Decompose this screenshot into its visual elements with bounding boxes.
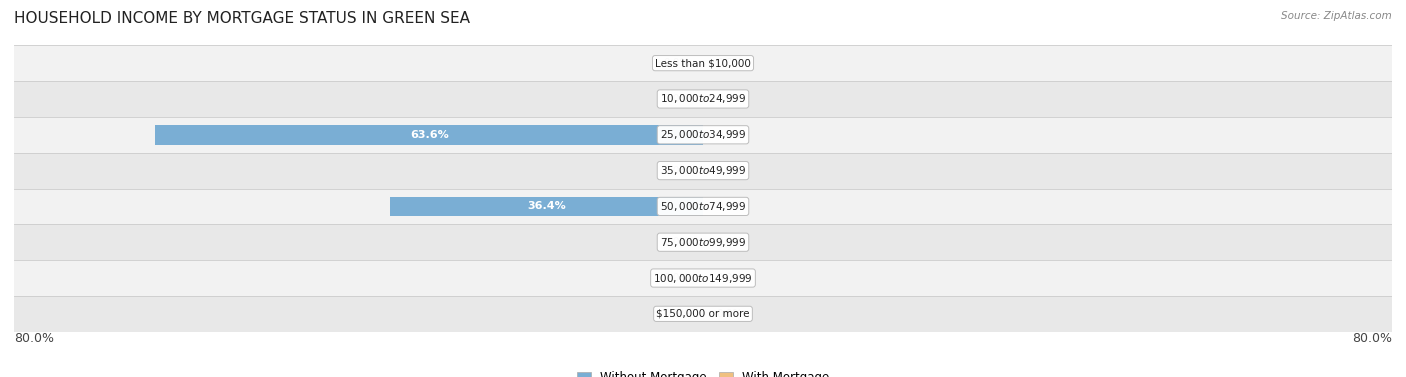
Bar [14, 188, 1392, 224]
Text: HOUSEHOLD INCOME BY MORTGAGE STATUS IN GREEN SEA: HOUSEHOLD INCOME BY MORTGAGE STATUS IN G… [14, 11, 470, 26]
Text: 36.4%: 36.4% [527, 201, 565, 211]
Text: 80.0%: 80.0% [14, 332, 53, 345]
Bar [155, 125, 703, 145]
Text: Less than $10,000: Less than $10,000 [655, 58, 751, 68]
Text: 0.0%: 0.0% [664, 166, 690, 176]
Text: 0.0%: 0.0% [664, 273, 690, 283]
Text: Source: ZipAtlas.com: Source: ZipAtlas.com [1281, 11, 1392, 21]
Text: 0.0%: 0.0% [716, 273, 742, 283]
Text: $25,000 to $34,999: $25,000 to $34,999 [659, 128, 747, 141]
Text: $100,000 to $149,999: $100,000 to $149,999 [654, 271, 752, 285]
Text: 80.0%: 80.0% [1353, 332, 1392, 345]
Text: 0.0%: 0.0% [664, 94, 690, 104]
Text: 63.6%: 63.6% [409, 130, 449, 140]
Text: 0.0%: 0.0% [664, 58, 690, 68]
Text: $35,000 to $49,999: $35,000 to $49,999 [659, 164, 747, 177]
Text: 0.0%: 0.0% [716, 130, 742, 140]
Bar [14, 153, 1392, 188]
Text: 0.0%: 0.0% [716, 201, 742, 211]
Bar [14, 260, 1392, 296]
Text: 0.0%: 0.0% [716, 94, 742, 104]
Bar [14, 45, 1392, 81]
Bar [14, 81, 1392, 117]
Bar [389, 196, 703, 216]
Text: $75,000 to $99,999: $75,000 to $99,999 [659, 236, 747, 249]
Text: 0.0%: 0.0% [716, 166, 742, 176]
Legend: Without Mortgage, With Mortgage: Without Mortgage, With Mortgage [572, 366, 834, 377]
Text: 0.0%: 0.0% [716, 237, 742, 247]
Bar [14, 224, 1392, 260]
Text: 0.0%: 0.0% [716, 309, 742, 319]
Text: $150,000 or more: $150,000 or more [657, 309, 749, 319]
Text: 0.0%: 0.0% [664, 309, 690, 319]
Text: $50,000 to $74,999: $50,000 to $74,999 [659, 200, 747, 213]
Text: 0.0%: 0.0% [716, 58, 742, 68]
Text: $10,000 to $24,999: $10,000 to $24,999 [659, 92, 747, 106]
Text: 0.0%: 0.0% [664, 237, 690, 247]
Bar [14, 117, 1392, 153]
Bar [14, 296, 1392, 332]
